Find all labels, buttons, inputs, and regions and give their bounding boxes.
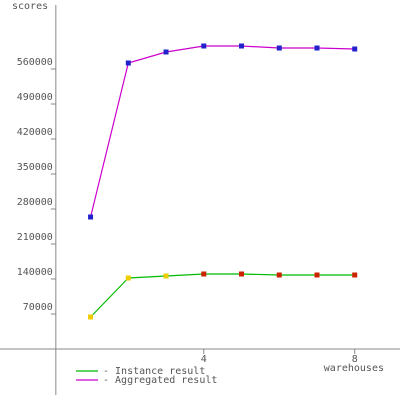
x-tick-label: 4 — [201, 354, 207, 365]
series-line — [90, 273, 355, 318]
y-tick-label: 280000 — [17, 197, 53, 208]
point-marker — [125, 60, 131, 66]
y-axis-label: scores — [12, 1, 48, 12]
y-tick-label: 140000 — [17, 267, 53, 278]
point-marker — [314, 272, 320, 278]
point-marker — [163, 49, 169, 55]
point-marker — [276, 45, 282, 51]
y-tick-label: 70000 — [23, 302, 53, 313]
series-line — [89, 45, 355, 218]
point-marker — [88, 314, 94, 320]
point-marker — [239, 43, 245, 49]
x-axis-label: warehouses — [324, 363, 384, 374]
point-marker — [163, 273, 169, 279]
point-marker — [352, 272, 358, 278]
point-marker — [276, 272, 282, 278]
point-marker — [88, 214, 94, 220]
y-tick-label: 350000 — [17, 162, 53, 173]
y-tick-label: 210000 — [17, 232, 53, 243]
y-tick-label: 560000 — [17, 57, 53, 68]
point-marker — [239, 271, 245, 277]
point-marker — [201, 43, 207, 49]
point-marker — [352, 46, 358, 52]
point-marker — [201, 271, 207, 277]
x-tick-label: 8 — [352, 354, 358, 365]
legend-label: - Aggregated result — [103, 375, 217, 386]
y-tick-label: 490000 — [17, 92, 53, 103]
legend-label: - Instance result — [103, 366, 205, 377]
y-tick-label: 420000 — [17, 127, 53, 138]
point-marker — [125, 275, 131, 281]
point-marker — [314, 45, 320, 51]
